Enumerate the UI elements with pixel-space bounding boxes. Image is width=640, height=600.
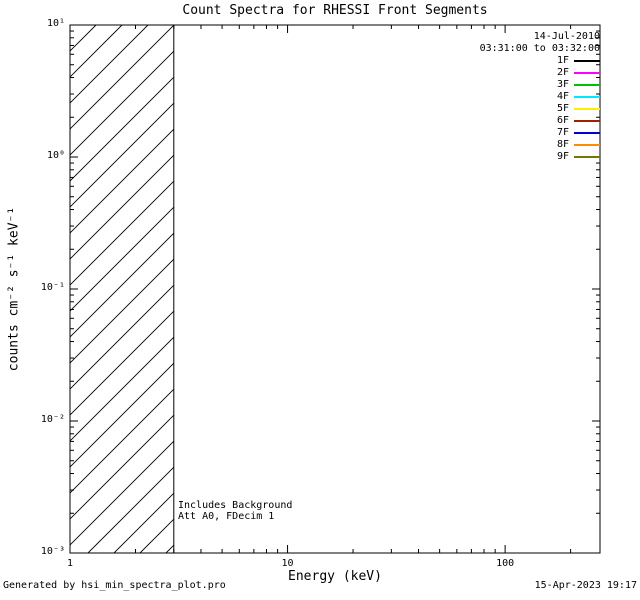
legend-entry-label: 7F: [556, 127, 569, 138]
legend-entry: 6F: [480, 115, 600, 127]
legend-entry-label: 8F: [556, 139, 569, 150]
legend-color-line: [574, 132, 600, 134]
legend-color-line: [574, 120, 600, 122]
legend-entry: 7F: [480, 127, 600, 139]
y-tick-label: 10⁻²: [40, 414, 65, 425]
y-tick-label: 10⁰: [46, 150, 65, 161]
legend-entry-label: 2F: [556, 67, 569, 78]
legend-entry-label: 9F: [556, 151, 569, 162]
annotation-background: Includes Background: [178, 500, 293, 511]
legend-entry: 2F: [480, 67, 600, 79]
legend-entry: 5F: [480, 103, 600, 115]
x-tick-label: 1: [66, 558, 74, 569]
legend-color-line: [574, 156, 600, 158]
legend-entry: 8F: [480, 139, 600, 151]
legend-color-line: [574, 84, 600, 86]
legend-color-line: [574, 144, 600, 146]
chart-title: Count Spectra for RHESSI Front Segments: [182, 3, 488, 18]
y-tick-label: 10¹: [46, 18, 65, 29]
generated-by-text: Generated by hsi_min_spectra_plot.pro: [3, 580, 226, 591]
plot-annotations: Includes Background Att A0, FDecim 1: [178, 500, 292, 522]
legend-entry: 3F: [480, 79, 600, 91]
legend-entry-label: 5F: [556, 103, 569, 114]
annotation-attenuator: Att A0, FDecim 1: [178, 511, 275, 522]
legend-time-range: 03:31:00 to 03:32:00: [479, 43, 600, 54]
legend-entry-label: 4F: [556, 91, 569, 102]
axis-ticks: [69, 24, 600, 554]
x-axis-label: Energy (keV): [288, 569, 382, 584]
legend-entry: 4F: [480, 91, 600, 103]
legend-entry-label: 6F: [556, 115, 569, 126]
legend: 14-Jul-2010 03:31:00 to 03:32:00 1F 2F 3F 4…: [480, 31, 600, 163]
x-tick-label: 100: [496, 558, 515, 569]
legend-entry-label: 3F: [556, 79, 569, 90]
y-tick-label: 10⁻¹: [40, 282, 65, 293]
legend-color-line: [574, 72, 600, 74]
legend-entries: 1F 2F 3F 4F 5F 6F 7F 8F 9F: [480, 55, 600, 163]
timestamp-text: 15-Apr-2023 19:17: [534, 580, 637, 591]
y-tick-label: 10⁻³: [40, 546, 65, 557]
legend-entry: 9F: [480, 151, 600, 163]
legend-entry: 1F: [480, 55, 600, 67]
legend-date: 14-Jul-2010: [533, 31, 600, 42]
legend-color-line: [574, 96, 600, 98]
x-tick-label: 10: [281, 558, 294, 569]
legend-color-line: [574, 108, 600, 110]
legend-color-line: [574, 60, 600, 62]
hatched-region: [70, 25, 174, 553]
legend-entry-label: 1F: [556, 55, 569, 66]
